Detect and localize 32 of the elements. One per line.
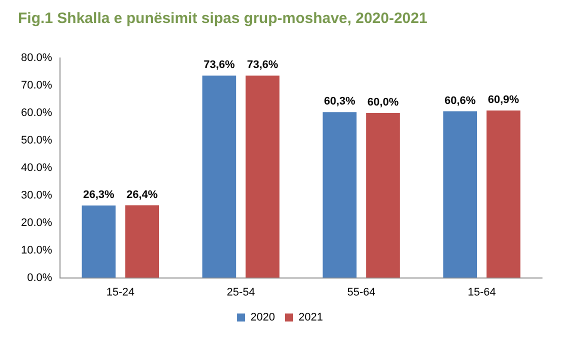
data-label: 73,6% [204, 59, 235, 72]
bar [202, 76, 236, 278]
x-tick-label: 55-64 [347, 286, 376, 298]
legend-label: 2020 [250, 312, 276, 324]
data-label: 26,3% [83, 189, 115, 202]
data-label: 60,6% [444, 94, 476, 107]
bar [366, 112, 400, 278]
bar [443, 111, 478, 278]
data-label: 73,6% [246, 59, 278, 72]
x-tick-label: 25-54 [226, 286, 255, 298]
bar [486, 110, 520, 278]
data-label: 60,9% [488, 94, 520, 106]
bar [125, 205, 160, 278]
y-tick-label: 40.0% [20, 162, 52, 174]
y-tick-label: 80.0% [20, 52, 52, 64]
bar [322, 112, 357, 278]
y-tick-label: 50.0% [20, 134, 52, 146]
y-tick-label: 10.0% [20, 244, 52, 256]
y-tick-label: 70.0% [20, 80, 52, 92]
x-tick-label: 15-24 [106, 286, 134, 298]
data-label: 60,3% [324, 96, 356, 108]
legend-label: 2021 [298, 312, 323, 324]
data-label: 60,0% [367, 96, 399, 108]
chart-title: Fig.1 Shkalla e punësimit sipas grup-moshave, 2020-2021 [18, 10, 428, 28]
bar [82, 206, 116, 278]
x-tick-label: 15-64 [468, 286, 496, 298]
data-label: 26,4% [126, 188, 158, 201]
y-tick-label: 30.0% [20, 189, 52, 202]
bar [246, 76, 280, 278]
y-tick-label: 0.0% [27, 272, 52, 284]
y-tick-label: 20.0% [20, 216, 52, 229]
y-tick-label: 60.0% [20, 106, 52, 119]
